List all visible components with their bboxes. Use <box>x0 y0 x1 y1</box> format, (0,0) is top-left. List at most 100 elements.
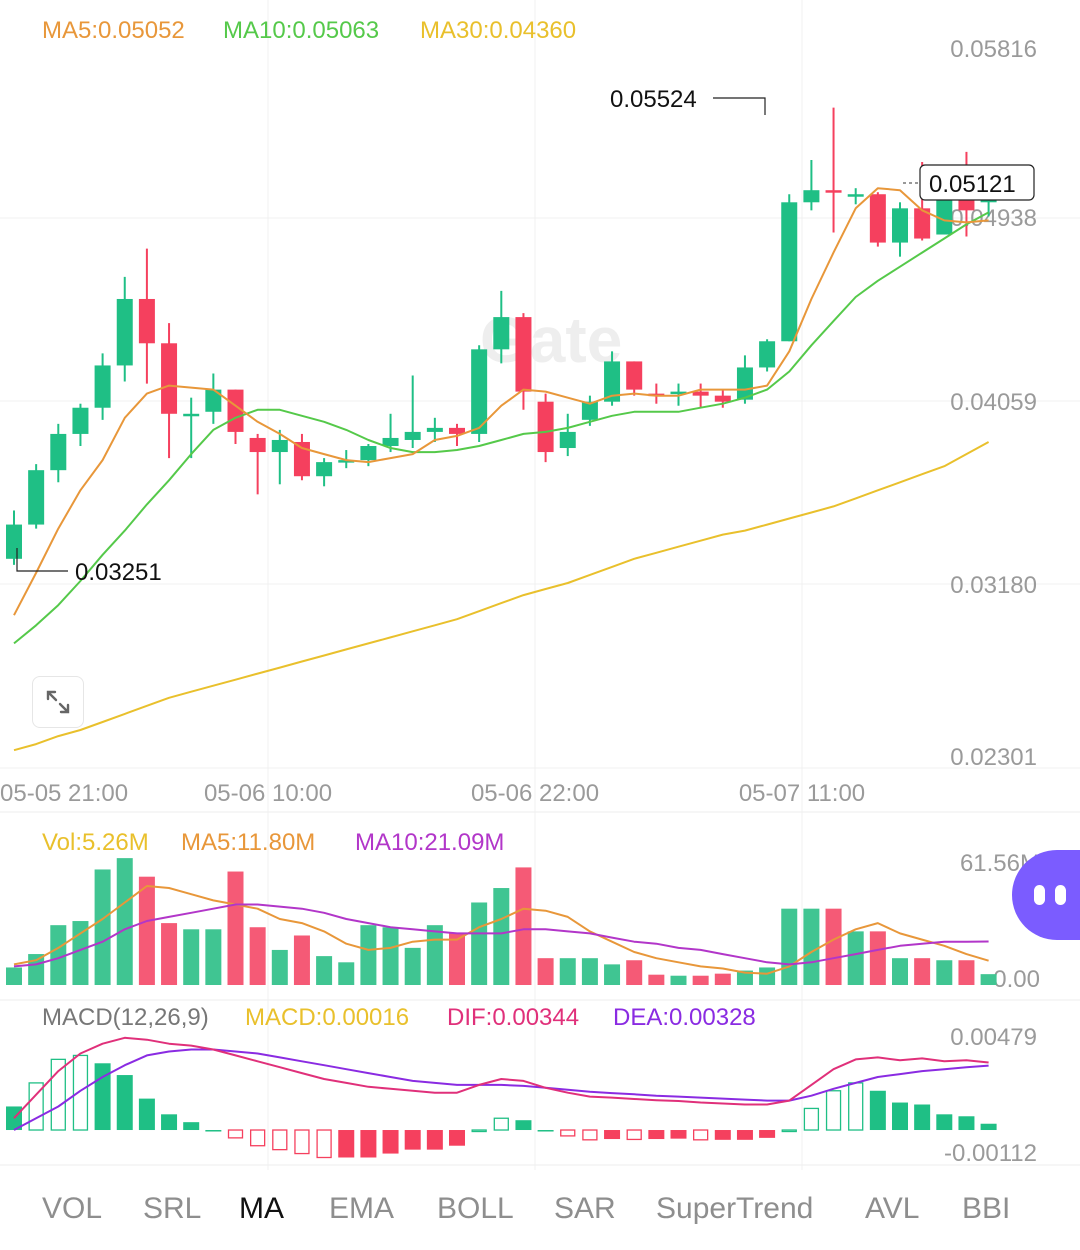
tab-sar[interactable]: SAR <box>554 1192 616 1225</box>
last-price-box <box>919 164 1035 201</box>
volume-bar <box>271 949 288 985</box>
tab-supertrend[interactable]: SuperTrend <box>656 1192 814 1225</box>
tab-ma[interactable]: MA <box>239 1192 284 1225</box>
macd-hist-bar <box>714 1130 731 1140</box>
volume-bar <box>360 925 377 985</box>
candle-body <box>404 431 421 440</box>
macd-hist-bar <box>249 1129 266 1147</box>
macd-hist-bar <box>72 1054 89 1131</box>
candle-body <box>316 462 333 477</box>
time-tick-label: 05-06 10:00 <box>204 780 332 807</box>
volume-bar <box>604 964 621 985</box>
macd-hist-bar <box>426 1130 443 1150</box>
time-tick-label: 05-06 22:00 <box>471 780 599 807</box>
volume-bar <box>183 929 200 985</box>
macd-hist-bar <box>161 1114 178 1131</box>
candle-body <box>28 470 45 525</box>
fullscreen-button[interactable] <box>32 676 84 728</box>
macd-tick-label: 0.00479 <box>950 1024 1037 1051</box>
volume-bar <box>515 867 532 985</box>
macd-hist-bar <box>914 1104 931 1131</box>
candle-body <box>471 349 488 434</box>
volume-bar <box>6 967 22 985</box>
candle-body <box>714 395 731 402</box>
candle-body <box>227 389 244 432</box>
candle-body <box>94 365 111 408</box>
macd-hist-bar <box>980 1123 997 1131</box>
volume-bar <box>205 929 222 985</box>
grid-lines <box>0 0 1080 1170</box>
macd-hist-bar <box>471 1129 487 1133</box>
candle-body <box>626 361 643 390</box>
macd-hist-bar <box>493 1117 509 1131</box>
candle-body <box>249 437 266 453</box>
volume-bar <box>449 933 465 985</box>
macd-hist-bar <box>869 1090 886 1131</box>
macd-legend-item: MACD:0.00016 <box>245 1004 409 1031</box>
ma10-line <box>13 211 990 645</box>
macd-hist-bar <box>515 1120 532 1131</box>
candle-body <box>781 202 798 342</box>
volume-bar <box>847 931 864 985</box>
low-price-label: 0.03251 <box>75 559 162 586</box>
candle-body <box>515 317 532 392</box>
macd-legend: MACD(12,26,9) MACD:0.00016 DIF:0.00344 DEA:… <box>42 1004 756 1031</box>
volume-bar <box>980 974 997 985</box>
macd-hist-bar <box>183 1122 200 1131</box>
assistant-bot-button[interactable] <box>1012 850 1080 940</box>
volume-legend: Vol:5.26M MA5:11.80M MA10:21.09M <box>42 829 504 856</box>
volume-bar <box>736 970 753 985</box>
price-tick-label: 0.02301 <box>950 744 1037 771</box>
volume-bar <box>426 925 443 985</box>
volume-bar <box>493 888 510 985</box>
volume-bar <box>537 958 554 985</box>
candle-body <box>914 208 931 239</box>
candle-body <box>803 190 820 203</box>
macd-legend-item: DEA:0.00328 <box>613 1004 756 1031</box>
macd-hist-bar <box>360 1130 377 1158</box>
volume-bar <box>914 958 931 985</box>
macd-legend-item: MACD(12,26,9) <box>42 1004 209 1031</box>
assistant-eye-icon <box>1055 885 1066 905</box>
candle-body <box>869 194 886 243</box>
candlestick-series <box>6 107 997 565</box>
dea-line <box>13 1048 989 1131</box>
candle-body <box>161 343 178 414</box>
macd-hist-bar <box>382 1130 399 1154</box>
volume-legend-item: MA5:11.80M <box>181 829 315 856</box>
volume-tick-label: 0.00 <box>993 966 1040 993</box>
price-tick-label: 0.05816 <box>950 36 1037 63</box>
tab-boll[interactable]: BOLL <box>437 1192 514 1225</box>
chart-canvas: Gate MA5:0.05052 MA10:0.05063 MA30:0.04360… <box>0 0 1080 1170</box>
tab-ema[interactable]: EMA <box>329 1192 395 1225</box>
tab-srl[interactable]: SRL <box>143 1192 202 1225</box>
macd-hist-bar <box>227 1129 244 1139</box>
candle-body <box>892 208 908 243</box>
macd-hist-bar <box>626 1129 642 1141</box>
volume-bars <box>6 858 997 985</box>
candle-body <box>759 341 776 368</box>
volume-bar <box>404 947 421 985</box>
macd-lines <box>13 1036 989 1131</box>
candle-body <box>293 441 310 477</box>
high-price-label: 0.05524 <box>610 86 697 113</box>
main-legend-item: MA10:0.05063 <box>223 17 379 44</box>
candle-body <box>138 298 155 344</box>
candle-body <box>338 460 355 463</box>
volume-bar <box>116 858 133 985</box>
tab-avl[interactable]: AVL <box>865 1192 920 1225</box>
tab-vol[interactable]: VOL <box>42 1192 103 1225</box>
macd-hist-bar <box>803 1107 820 1131</box>
volume-bar <box>50 925 67 985</box>
macd-hist-bar <box>116 1075 133 1131</box>
candle-body <box>271 439 288 453</box>
volume-bar <box>227 871 244 985</box>
macd-hist-bar <box>604 1130 621 1140</box>
tab-bbi[interactable]: BBI <box>962 1192 1011 1225</box>
macd-histogram <box>6 1054 997 1159</box>
macd-hist-bar <box>759 1130 776 1138</box>
macd-hist-bar <box>316 1129 332 1159</box>
macd-tick-label: -0.00112 <box>944 1140 1037 1167</box>
ma-lines <box>13 187 990 752</box>
